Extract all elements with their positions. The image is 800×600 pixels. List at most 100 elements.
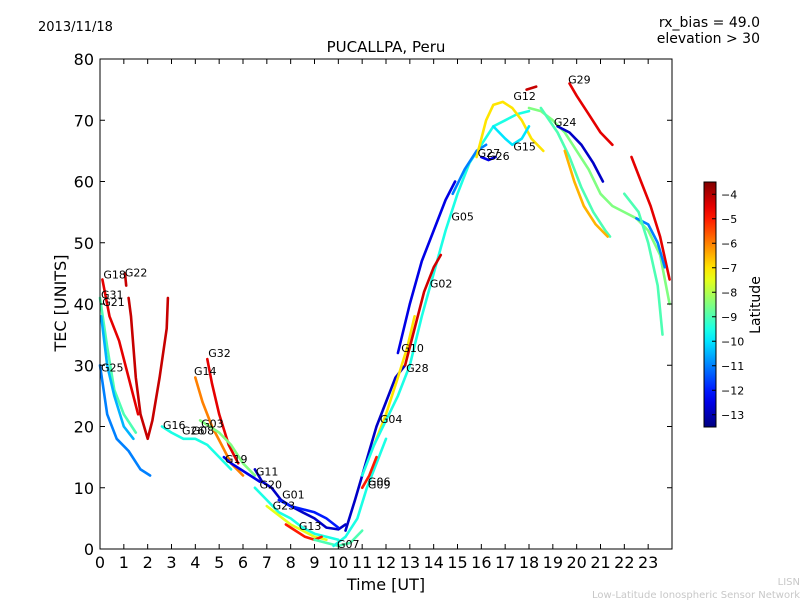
x-tick-label: 2 <box>143 553 153 572</box>
colorbar-tick-label: −4 <box>721 188 737 201</box>
x-tick-label: 16 <box>471 553 491 572</box>
annotation-g29: G29 <box>568 74 591 87</box>
series-g20 <box>253 486 340 542</box>
y-tick-label: 30 <box>74 356 94 375</box>
x-axis-label: Time [UT] <box>346 575 425 594</box>
elevation-label: elevation > 30 <box>657 31 760 47</box>
x-tick-label: 3 <box>166 553 176 572</box>
annotation-g02: G02 <box>430 278 453 291</box>
series-g24 <box>527 106 671 306</box>
series-g11 <box>253 468 347 531</box>
series-eq6 <box>630 155 671 281</box>
series-g22 <box>123 272 128 287</box>
series-g10 <box>372 315 416 447</box>
x-tick-label: 8 <box>286 553 296 572</box>
x-tick-label: 15 <box>447 553 467 572</box>
colorbar-tick-label: −9 <box>721 311 737 324</box>
annotation-g27: G27 <box>478 147 501 160</box>
annotation-g07: G07 <box>337 538 360 551</box>
annotation-g06: G06 <box>368 475 391 488</box>
annotation-g16: G16 <box>163 419 186 432</box>
annotation-g05: G05 <box>451 210 474 223</box>
colorbar-tick-label: −12 <box>721 384 744 397</box>
rx-bias-label: rx_bias = 49.0 <box>659 15 760 31</box>
x-tick-label: 13 <box>400 553 420 572</box>
annotation-g26: G26 <box>487 150 510 163</box>
colorbar-tick-label: −5 <box>721 213 737 226</box>
annotation-g01: G01 <box>282 488 305 501</box>
series-eq5 <box>563 149 609 238</box>
x-tick-label: 22 <box>614 553 634 572</box>
annotation-g04: G04 <box>380 413 403 426</box>
y-tick-label: 70 <box>74 111 94 130</box>
series-g05 <box>396 180 457 355</box>
annotation-g32: G32 <box>208 347 231 360</box>
y-tick-label: 20 <box>74 418 94 437</box>
y-tick-label: 60 <box>74 173 94 192</box>
series-g16 <box>160 425 233 471</box>
series-g26 <box>480 155 497 162</box>
x-tick-label: 12 <box>376 553 396 572</box>
series-g32 <box>206 357 240 465</box>
annotations-layer: G18G22G31G21G25G32G14G16G26G08G03G19G11G… <box>101 74 591 551</box>
x-tick-label: 7 <box>262 553 272 572</box>
annotation-g11: G11 <box>256 466 279 479</box>
series-g25 <box>98 364 152 477</box>
series-g13 <box>284 523 323 542</box>
x-tick-label: 19 <box>543 553 563 572</box>
x-tick-label: 17 <box>495 553 515 572</box>
series-g31 <box>98 296 138 434</box>
series-g01 <box>277 498 340 529</box>
annotation-g10: G10 <box>401 342 424 355</box>
x-tick-label: 9 <box>309 553 319 572</box>
annotation-g21: G21 <box>102 296 125 309</box>
colorbar-tick-label: −10 <box>721 335 744 348</box>
annotation-g08: G08 <box>192 425 215 438</box>
series-g21 <box>99 315 135 441</box>
y-tick-label: 50 <box>74 234 94 253</box>
footer-network: Low-Latitude Ionospheric Sensor Network <box>592 590 800 600</box>
annotation-g12: G12 <box>513 90 536 103</box>
annotation-g20: G20 <box>259 479 282 492</box>
series-g12 <box>475 100 545 159</box>
annotation-g28: G28 <box>406 362 429 375</box>
annotation-g03: G03 <box>201 417 224 430</box>
series-g04 <box>344 364 407 532</box>
series-g02 <box>403 253 443 367</box>
colorbar-tick-label: −6 <box>721 237 737 250</box>
colorbar-tick-label: −11 <box>721 360 744 373</box>
annotation-g09: G09 <box>368 479 391 492</box>
series-eq8 <box>623 192 664 336</box>
y-tick-label: 0 <box>84 540 94 559</box>
series-g03 <box>198 419 257 477</box>
annotation-g22: G22 <box>125 267 148 280</box>
date-label: 2013/11/18 <box>38 20 113 35</box>
annotation-g13: G13 <box>299 520 322 533</box>
y-tick-label: 10 <box>74 479 94 498</box>
series-eq4 <box>556 125 605 183</box>
annotation-g14: G14 <box>194 365 217 378</box>
x-tick-label: 21 <box>590 553 610 572</box>
x-tick-label: 0 <box>95 553 105 572</box>
annotation-g26: G26 <box>182 425 205 438</box>
colorbar-tick-label: −7 <box>721 262 737 275</box>
series-g19 <box>222 455 261 483</box>
x-tick-label: 1 <box>119 553 129 572</box>
x-tick-label: 23 <box>638 553 658 572</box>
series-eq1 <box>127 296 170 441</box>
x-tick-label: 5 <box>214 553 224 572</box>
y-tick-label: 40 <box>74 295 94 314</box>
series-g15 <box>492 125 531 147</box>
annotation-g15: G15 <box>513 140 536 153</box>
series-g28 <box>360 109 531 477</box>
colorbar: −4 −5 −6 −7 −8 −9 −10 −11 −12 −13 <box>703 181 744 428</box>
series-g29 <box>568 82 614 147</box>
x-tick-label: 20 <box>566 553 586 572</box>
x-tick-label: 18 <box>519 553 539 572</box>
colorbar-label: Latitude <box>748 276 764 334</box>
axes-layer: 0 1 2 3 4 5 6 7 8 9 10 11 12 13 14 15 16 17 18 19 20 21 22 2301… <box>74 50 673 572</box>
annotation-g23: G23 <box>273 499 296 512</box>
series-eq3 <box>539 106 612 238</box>
footer-lisn: LISN <box>778 577 800 588</box>
x-tick-label: 10 <box>328 553 348 572</box>
